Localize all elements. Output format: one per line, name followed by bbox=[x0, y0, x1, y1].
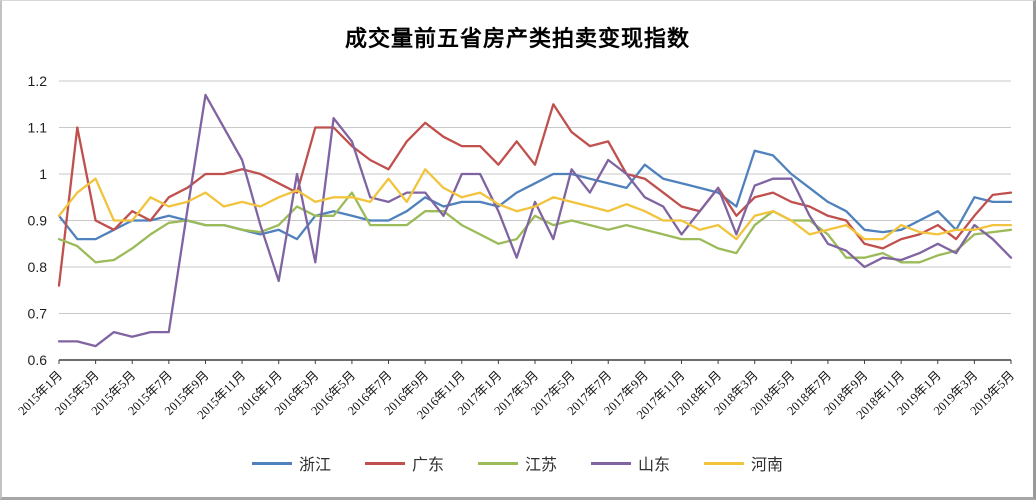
chart-title: 成交量前五省房产类拍卖变现指数 bbox=[344, 26, 690, 51]
legend-item-henan: 河南 bbox=[704, 451, 783, 475]
y-axis-tick-label: 1 bbox=[39, 166, 47, 182]
legend-label-henan: 河南 bbox=[751, 457, 784, 474]
legend-swatch-shandong bbox=[591, 461, 631, 465]
series-line-jiangsu bbox=[57, 191, 1013, 264]
y-axis-tick-label: 1.1 bbox=[28, 120, 48, 136]
chart-legend: 浙江 广东 江苏 山东 河南 bbox=[2, 451, 1033, 475]
legend-swatch-zhejiang bbox=[251, 461, 292, 465]
legend-item-zhejiang: 浙江 bbox=[251, 451, 331, 475]
y-axis-tick-label: 0.8 bbox=[28, 259, 48, 275]
y-axis-tick-label: 0.6 bbox=[28, 352, 48, 368]
y-axis-tick-label: 0.7 bbox=[28, 306, 48, 322]
series-line-henan bbox=[57, 168, 1013, 241]
legend-swatch-jiangsu bbox=[477, 461, 518, 465]
legend-item-jiangsu: 江苏 bbox=[477, 451, 557, 475]
series-line-guangdong bbox=[57, 103, 1013, 287]
legend-swatch-henan bbox=[704, 461, 745, 465]
legend-label-jiangsu: 江苏 bbox=[524, 457, 557, 474]
y-axis-tick-label: 1.2 bbox=[28, 73, 48, 89]
legend-label-shandong: 山东 bbox=[638, 457, 671, 474]
legend-item-guangdong: 广东 bbox=[364, 451, 444, 475]
y-axis-tick-label: 0.9 bbox=[28, 213, 48, 229]
legend-label-zhejiang: 浙江 bbox=[298, 457, 331, 474]
legend-swatch-guangdong bbox=[364, 461, 405, 465]
legend-item-shandong: 山东 bbox=[591, 451, 670, 475]
series-line-shandong bbox=[57, 93, 1013, 348]
legend-label-guangdong: 广东 bbox=[411, 457, 444, 474]
